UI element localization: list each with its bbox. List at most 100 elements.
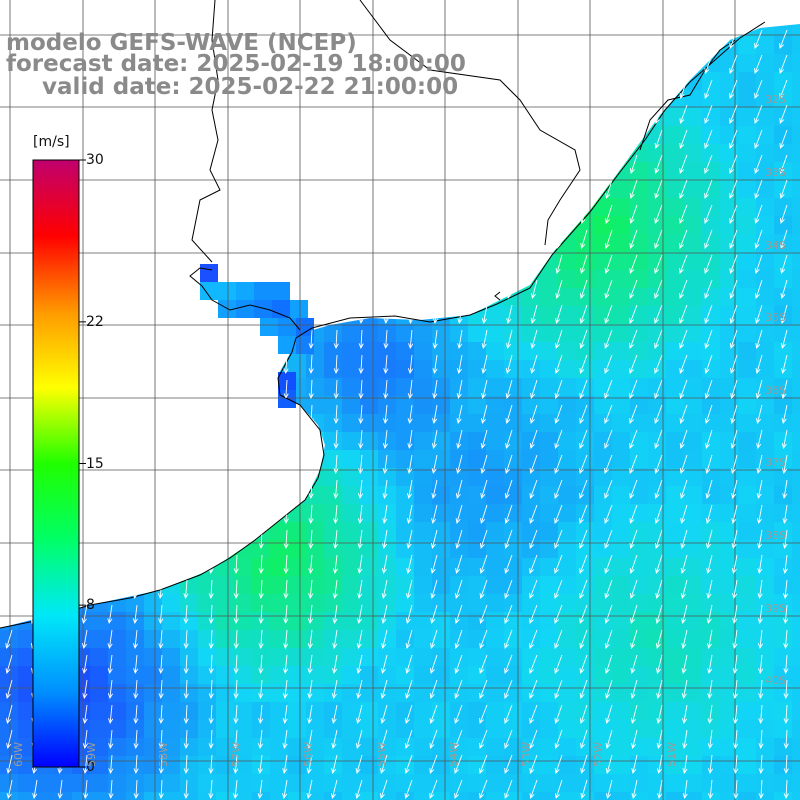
wind-vector xyxy=(4,329,13,349)
field-cell xyxy=(414,720,432,738)
field-cell xyxy=(630,594,648,612)
field-cell xyxy=(666,792,684,800)
field-cell xyxy=(666,360,684,378)
field-cell xyxy=(540,396,558,414)
field-cell xyxy=(720,504,738,522)
field-cell xyxy=(288,216,306,234)
field-cell xyxy=(540,108,558,126)
field-cell xyxy=(144,306,162,324)
field-cell xyxy=(324,144,342,162)
field-cell xyxy=(288,198,306,216)
field-cell xyxy=(396,378,414,396)
field-cell xyxy=(612,666,630,684)
field-cell xyxy=(756,198,774,216)
field-cell xyxy=(270,576,288,594)
wind-vector xyxy=(430,629,438,649)
wind-vector xyxy=(231,204,238,225)
wind-vector xyxy=(308,429,314,450)
wind-vector xyxy=(5,704,13,725)
field-cell xyxy=(486,252,504,270)
field-cell xyxy=(450,792,468,800)
field-cell xyxy=(702,126,720,144)
field-cell xyxy=(414,522,432,540)
wind-vector xyxy=(704,279,713,299)
field-cell xyxy=(648,684,666,702)
wind-vector xyxy=(454,754,463,774)
field-cell xyxy=(144,108,162,126)
field-cell xyxy=(774,378,792,396)
field-cell xyxy=(666,234,684,252)
field-cell xyxy=(522,270,540,288)
field-cell xyxy=(144,414,162,432)
field-cell xyxy=(306,288,324,306)
field-cell xyxy=(540,720,558,738)
field-cell xyxy=(0,360,18,378)
wind-vector xyxy=(232,329,238,350)
field-cell xyxy=(414,774,432,792)
wind-vector xyxy=(258,604,264,625)
wind-vector xyxy=(758,779,764,800)
field-cell xyxy=(342,234,360,252)
field-cell xyxy=(270,162,288,180)
wind-vector xyxy=(479,579,488,599)
field-cell xyxy=(612,414,630,432)
field-cell xyxy=(738,684,756,702)
field-cell xyxy=(198,306,216,324)
latitude-label: 37S xyxy=(765,456,786,469)
field-cell xyxy=(144,126,162,144)
field-cell xyxy=(360,378,378,396)
wind-vector xyxy=(258,654,264,675)
field-cell xyxy=(648,774,666,792)
field-cell xyxy=(0,396,18,414)
field-cell xyxy=(162,576,180,594)
wind-vector xyxy=(158,779,164,800)
wind-vector xyxy=(257,229,263,250)
field-cell xyxy=(54,0,72,18)
field-cell xyxy=(630,792,648,800)
field-cell xyxy=(396,252,414,270)
wind-vector xyxy=(704,229,713,249)
field-cell xyxy=(684,702,702,720)
field-cell xyxy=(378,162,396,180)
field-cell xyxy=(378,648,396,666)
field-cell xyxy=(378,594,396,612)
wind-vector xyxy=(681,679,688,700)
wind-vector xyxy=(157,529,163,550)
latitude-label: 32S xyxy=(765,93,786,106)
wind-vector xyxy=(4,404,13,424)
field-cell xyxy=(432,792,450,800)
field-cell xyxy=(648,648,666,666)
field-cell xyxy=(360,324,378,342)
wind-vector xyxy=(783,754,789,775)
field-cell xyxy=(450,540,468,558)
field-cell xyxy=(126,198,144,216)
field-cell xyxy=(18,702,36,720)
field-cell xyxy=(234,612,252,630)
field-cell xyxy=(234,720,252,738)
field-cell xyxy=(432,612,450,630)
field-cell xyxy=(234,324,252,342)
field-cell xyxy=(180,666,198,684)
wind-vector xyxy=(383,329,389,350)
field-cell xyxy=(522,486,540,504)
field-cell xyxy=(396,324,414,342)
wind-vector xyxy=(4,229,13,249)
field-cell xyxy=(540,576,558,594)
wind-vector xyxy=(133,779,139,800)
field-cell xyxy=(324,774,342,792)
field-cell xyxy=(360,630,378,648)
field-cell xyxy=(720,144,738,162)
field-cell xyxy=(108,504,126,522)
field-cell xyxy=(18,648,36,666)
wind-vector xyxy=(231,229,238,250)
wind-vector xyxy=(183,729,189,750)
field-cell xyxy=(126,126,144,144)
field-cell xyxy=(360,684,378,702)
field-cell xyxy=(180,756,198,774)
wind-vector xyxy=(405,604,413,625)
wind-vector xyxy=(455,529,463,549)
field-cell xyxy=(666,540,684,558)
wind-vector xyxy=(630,54,638,74)
wind-vector xyxy=(679,154,688,174)
wind-vector xyxy=(629,154,638,174)
